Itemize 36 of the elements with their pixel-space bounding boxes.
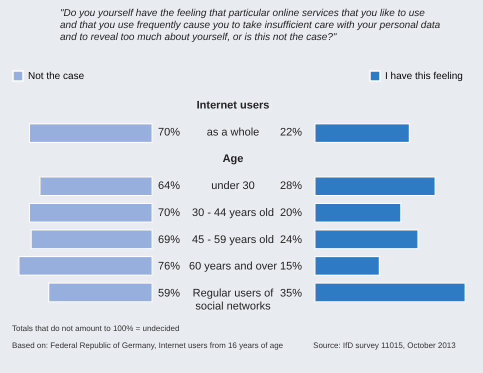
y-tick-label: 30 - 44 years old: [192, 206, 274, 219]
text: Age: [222, 153, 244, 166]
y-tick-label: as a whole: [206, 126, 260, 138]
data-label: 20%: [280, 206, 302, 219]
y-tick-label: 45 - 59 years old: [192, 234, 274, 246]
data-label: 59%: [158, 288, 180, 300]
data-label: 35%: [280, 288, 302, 300]
legend-label: I have this feeling: [385, 71, 463, 82]
data-label: 22%: [280, 126, 302, 138]
data-label: 69%: [158, 234, 180, 246]
bar: [314, 256, 380, 276]
bar: [314, 176, 436, 196]
text: Totals that do not amount to 100% = undecided: [12, 324, 180, 333]
data-label: 70%: [158, 126, 180, 138]
text: "Do you yourself have the feeling that particular online services that you like to use and that you use frequently cause you to take insufficient care with your personal data and to reveal too much about yourself, or is this not the case?": [59, 7, 442, 44]
data-label: 64%: [158, 180, 180, 192]
bar: [314, 202, 402, 223]
bar: [29, 202, 152, 223]
source-note: Source: IfD survey 11015, October 2013: [313, 341, 456, 350]
data-label: 15%: [280, 260, 302, 273]
legend-label: Not the case: [28, 71, 85, 82]
data-label: 70%: [158, 206, 180, 219]
bar: [18, 256, 152, 276]
bar: [40, 176, 152, 196]
bar: [48, 282, 152, 302]
text: Internet users: [196, 99, 270, 112]
bar: [314, 230, 418, 250]
y-tick-label: 60 years and over: [188, 260, 278, 273]
data-label: 76%: [158, 260, 180, 273]
text: Based on: Federal Republic of Germany, Internet users from 16 years of age: [12, 341, 284, 350]
y-tick-label: under 30: [211, 180, 255, 192]
data-label: 28%: [280, 180, 302, 192]
bar: [30, 230, 152, 250]
data-label: 24%: [280, 234, 302, 246]
y-tick-label: Regular users of social networks: [192, 288, 274, 313]
bar: [314, 282, 466, 302]
